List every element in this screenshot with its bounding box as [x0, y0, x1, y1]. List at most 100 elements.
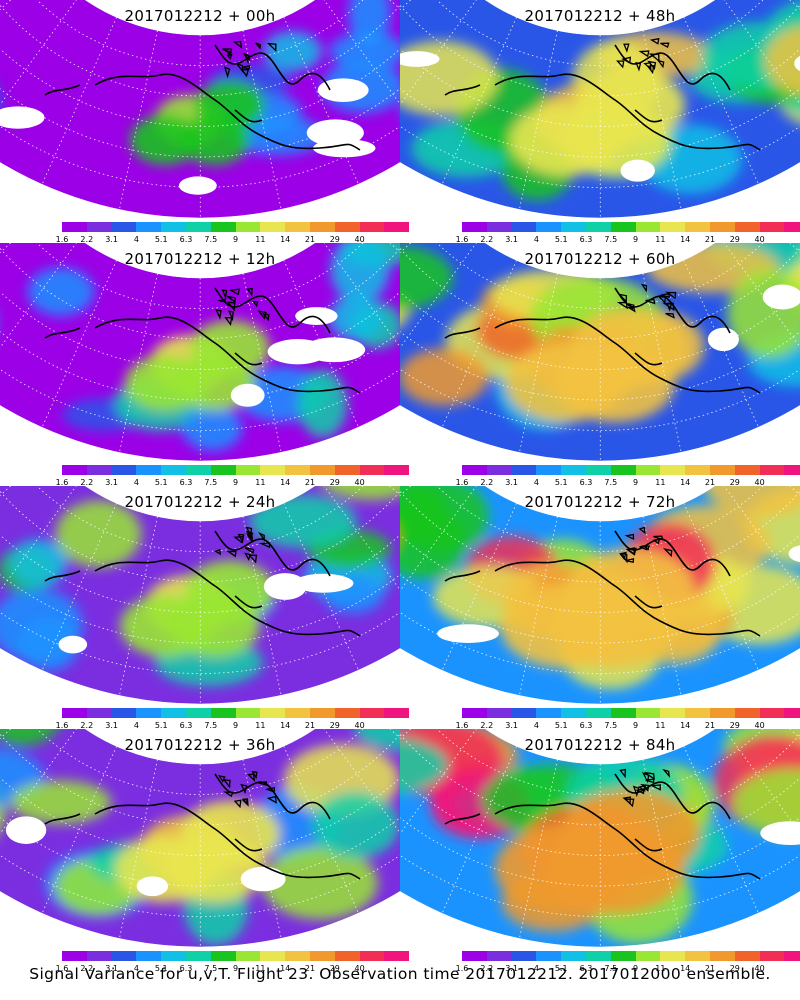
latlon-grid: [0, 0, 400, 219]
missing-data-area: [762, 284, 800, 310]
colorbar-swatch: [734, 222, 760, 232]
colorbar-tick-label: 1.6: [455, 235, 469, 244]
missing-data-area: [788, 545, 800, 563]
colorbar-tick-label: 29: [729, 721, 740, 730]
colorbar-tick-label: 2.2: [80, 235, 94, 244]
island-outline: [627, 302, 635, 310]
variance-blob: [249, 494, 357, 548]
forecast-map: [0, 729, 400, 948]
coastline: [44, 530, 361, 637]
field-blobs: [0, 0, 400, 165]
island-outline: [226, 301, 236, 312]
colorbar-swatch: [511, 222, 537, 232]
colorbar-swatch: [585, 465, 611, 475]
longitude-line: [441, 17, 517, 185]
map-panel-12h: 2017012212 + 12h 1.6 2.2 3.1 4 5.1 6.3 7.5 9 11 1…: [0, 243, 410, 487]
island-outline: [637, 785, 647, 792]
variance-field: [0, 0, 400, 219]
colorbar-swatch: [185, 465, 211, 475]
variance-blob: [329, 32, 400, 70]
colorbar-ticks: 1.6 2.2 3.1 4 5.1 6.3 7.5 9 11 14 21 29 40: [449, 721, 765, 733]
island-outline: [626, 547, 637, 556]
latitude-line: [400, 0, 800, 97]
island-outline: [619, 551, 627, 561]
latitude-line: [0, 486, 400, 583]
colorbar-swatch: [359, 222, 385, 232]
colorbar-tick-label: 11: [255, 964, 266, 973]
map-border: [0, 729, 400, 948]
colorbar-swatch: [536, 708, 562, 718]
forecast-map: [0, 0, 400, 219]
colorbar-tick-label: 40: [354, 235, 365, 244]
colorbar-swatch: [486, 708, 512, 718]
island-outline: [226, 550, 237, 558]
colorbar-tick-label: 9: [233, 964, 239, 973]
variance-blob: [732, 768, 800, 838]
variance-core: [165, 835, 265, 903]
island-outline: [251, 770, 258, 780]
island-outline: [666, 303, 673, 312]
colorbar-tick-label: 11: [255, 721, 266, 730]
colorbar-swatch: [111, 708, 137, 718]
colorbar-tick-label: 5.1: [554, 235, 568, 244]
longitude-line: [283, 16, 359, 185]
colorbar-swatch: [709, 465, 735, 475]
island-outline: [214, 548, 222, 556]
island-outline: [244, 552, 252, 561]
missing-data-area: [5, 816, 47, 844]
variance-field: [0, 729, 400, 948]
longitude-line: [0, 0, 80, 144]
island-outline: [266, 795, 277, 804]
longitude-line: [683, 16, 759, 185]
colorbar-tick-label: 6.3: [579, 964, 593, 973]
colorbar-tick-label: 29: [329, 478, 340, 487]
variance-field: [0, 243, 400, 462]
latitude-line: [400, 243, 800, 340]
colorbar-ticks: 1.6 2.2 3.1 4 5.1 6.3 7.5 9 11 14 21 29 40: [49, 478, 365, 490]
colorbar-ticks: 1.6 2.2 3.1 4 5.1 6.3 7.5 9 11 14 21 29 40: [49, 235, 365, 247]
colorbar-tick-label: 11: [655, 235, 666, 244]
colorbar-swatch: [709, 951, 735, 961]
colorbar-swatch: [334, 708, 360, 718]
colorbar-swatch: [235, 708, 261, 718]
colorbar-tick-label: 9: [633, 721, 639, 730]
colorbar-swatch: [260, 222, 286, 232]
island-outline: [644, 771, 655, 781]
colorbar-swatch: [709, 708, 735, 718]
variance-blob: [181, 405, 243, 451]
map-panel-24h: 2017012212 + 24h 1.6 2.2 3.1 4 5.1 6.3 7.5 9 11 1…: [0, 486, 410, 730]
colorbar-tick-label: 4: [533, 235, 539, 244]
map-panel-72h: 2017012212 + 72h 1.6 2.2 3.1 4 5.1 6.3 7.5 9 11 1…: [400, 486, 800, 730]
colorbar-swatch: [161, 708, 186, 718]
island-outline: [665, 312, 675, 319]
colorbar-swatch: [384, 708, 410, 718]
colorbar-tick-label: 11: [255, 478, 266, 487]
island-outline: [232, 40, 243, 49]
variance-blob: [400, 348, 489, 406]
variance-field: [400, 486, 800, 705]
island-outline: [638, 526, 646, 535]
colorbar-tick-label: 9: [633, 478, 639, 487]
colorbar-swatch: [260, 951, 286, 961]
colorbar-tick-label: 3.1: [505, 721, 518, 730]
colorbar-swatch: [635, 951, 661, 961]
colorbar-tick-label: 6.3: [179, 721, 193, 730]
colorbar-swatch: [235, 465, 261, 475]
colorbar-tick-label: 1.6: [55, 235, 69, 244]
variance-blob: [353, 729, 400, 752]
variance-blob: [297, 369, 348, 438]
colorbar-tick-label: 29: [329, 721, 340, 730]
island-outline: [257, 781, 268, 787]
colorbar-tick-label: 7.5: [604, 478, 618, 487]
colorbar-swatch: [384, 951, 410, 961]
forecast-map: [400, 486, 800, 705]
forecast-map: [400, 0, 800, 219]
colorbar-tick-label: 4: [133, 721, 139, 730]
colorbar-swatch: [359, 708, 385, 718]
colorbar-tick-label: 14: [680, 235, 691, 244]
colorbar-swatch: [111, 951, 137, 961]
longitude-line: [0, 729, 80, 873]
coastline: [444, 530, 761, 637]
colorbar-swatch: [734, 708, 760, 718]
colorbar-swatch: [384, 465, 410, 475]
